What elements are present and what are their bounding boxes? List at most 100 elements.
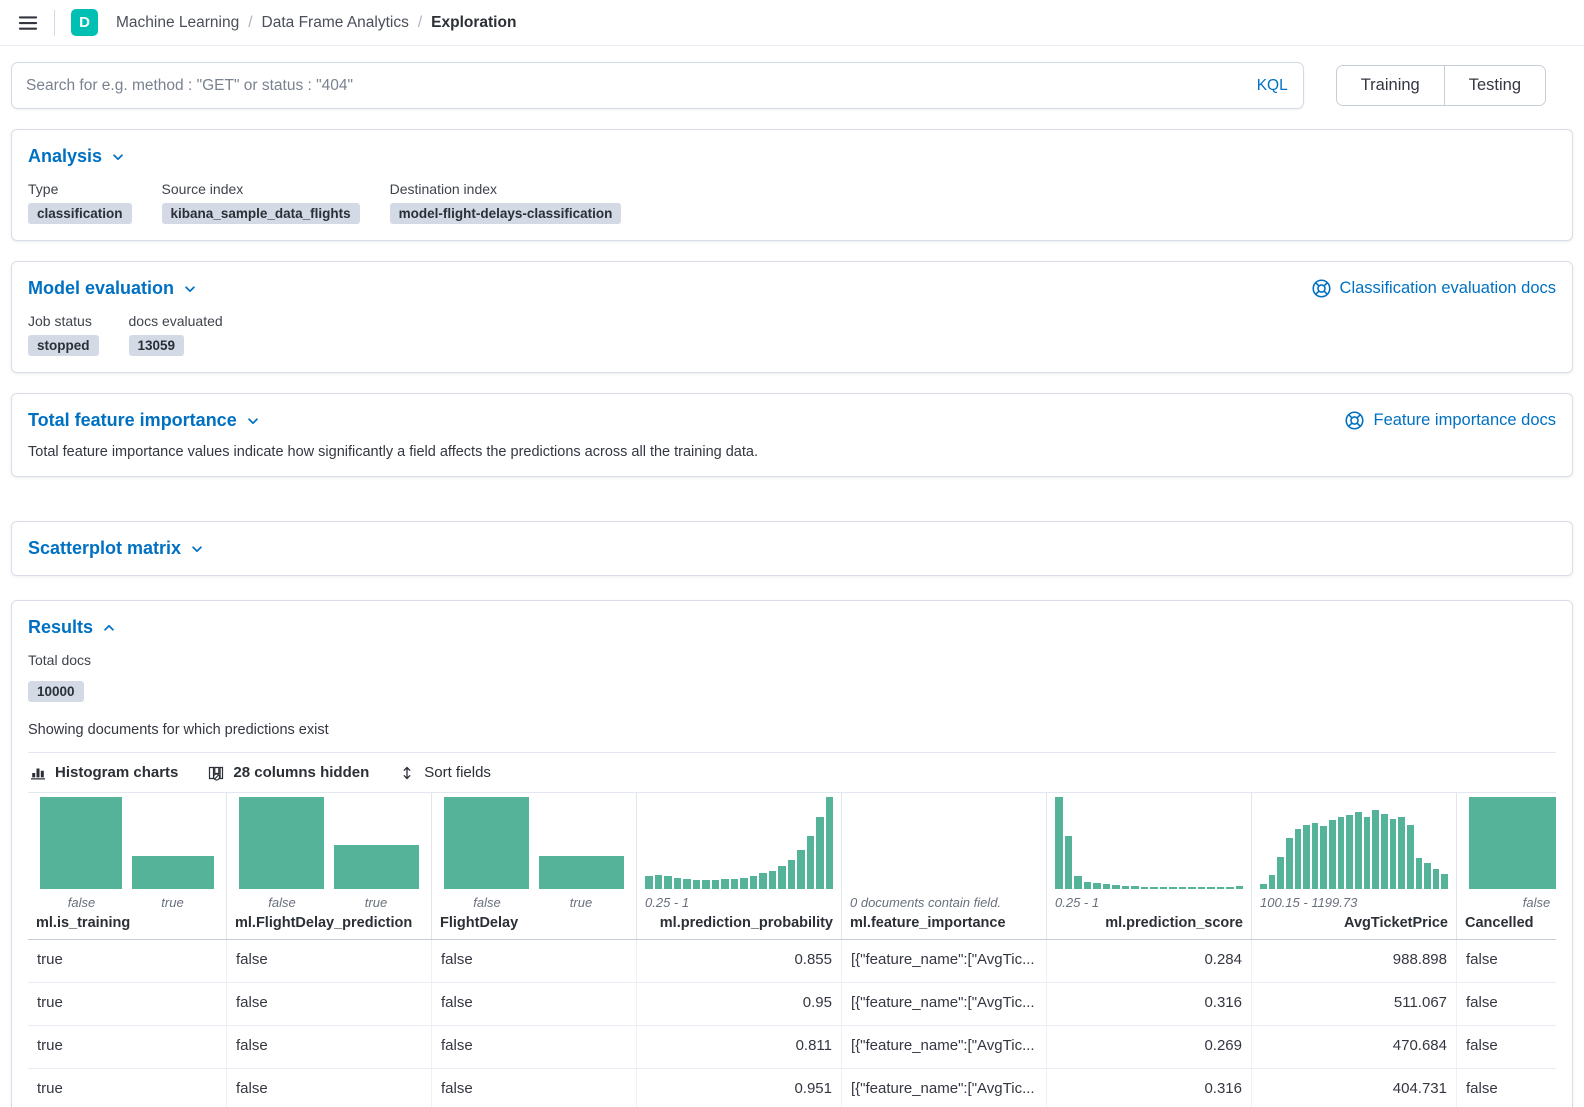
histogram-bar	[1277, 856, 1284, 889]
histogram-bar	[1329, 820, 1336, 889]
column-header-AvgTicketPrice[interactable]: 100.15 - 1199.73 AvgTicketPrice	[1252, 793, 1457, 939]
histogram-bar	[444, 797, 529, 889]
histogram-bar	[1216, 887, 1224, 889]
histogram-ml.prediction_score	[1055, 797, 1243, 889]
table-cell[interactable]: true	[28, 983, 227, 1025]
column-header-ml.prediction_probability[interactable]: 0.25 - 1 ml.prediction_probability	[637, 793, 842, 939]
histogram-labels: false true	[440, 895, 628, 912]
table-cell[interactable]: false	[1457, 1069, 1556, 1107]
table-cell[interactable]: 0.316	[1047, 1069, 1252, 1107]
histogram-bar	[787, 859, 795, 889]
table-cell[interactable]: 0.316	[1047, 983, 1252, 1025]
table-row: true false false 0.951 [{"feature_name":["Av…	[28, 1069, 1556, 1107]
sort-fields-button[interactable]: Sort fields	[399, 764, 491, 781]
table-cell[interactable]: 0.811	[637, 1026, 842, 1068]
table-cell[interactable]: 0.951	[637, 1069, 842, 1107]
histogram-category-label: false	[1522, 895, 1551, 910]
table-cell[interactable]: false	[1457, 983, 1556, 1025]
histogram-bar	[1311, 822, 1319, 889]
column-header-ml.feature_importance[interactable]: 0 documents contain field. ml.feature_imp…	[842, 793, 1047, 939]
histogram-category-label: true	[161, 895, 184, 910]
histogram-bar	[1268, 875, 1276, 889]
table-cell[interactable]: false	[227, 1069, 432, 1107]
histogram-charts-button[interactable]: Histogram charts	[30, 764, 178, 781]
histogram-bar	[1112, 885, 1120, 889]
histogram-bar	[1415, 857, 1423, 889]
table-cell[interactable]: false	[1457, 1026, 1556, 1068]
table-row: true false false 0.95 [{"feature_name":["Avg…	[28, 983, 1556, 1026]
table-cell[interactable]: 988.898	[1252, 940, 1457, 982]
breadcrumb-machine-learning[interactable]: Machine Learning	[116, 13, 240, 31]
table-cell[interactable]: true	[28, 1069, 227, 1107]
histogram-bar	[730, 878, 738, 889]
analysis-title: Analysis	[28, 146, 103, 166]
histogram-bar	[806, 835, 814, 889]
histogram-labels: 0.25 - 1	[645, 895, 690, 910]
classification-evaluation-docs-link[interactable]: Classification evaluation docs	[1311, 278, 1556, 299]
histogram-category-label: false	[473, 895, 501, 910]
testing-button[interactable]: Testing	[1443, 66, 1545, 105]
columns-hidden-button[interactable]: 28 columns hidden	[208, 764, 369, 781]
column-header-Cancelled[interactable]: false Cancelled	[1457, 793, 1556, 939]
kql-toggle[interactable]: KQL	[1256, 76, 1288, 94]
scatterplot-accordion-toggle[interactable]: Scatterplot matrix	[28, 538, 204, 559]
table-cell[interactable]: [{"feature_name":["AvgTic...	[842, 1069, 1047, 1107]
training-button[interactable]: Training	[1336, 66, 1444, 105]
table-cell[interactable]: false	[227, 983, 432, 1025]
table-cell[interactable]: false	[432, 940, 637, 982]
results-accordion-toggle[interactable]: Results	[28, 617, 116, 638]
chevron-down-icon	[113, 153, 123, 160]
histogram-labels: false	[1465, 895, 1556, 912]
table-cell[interactable]: 0.269	[1047, 1026, 1252, 1068]
column-name: Cancelled	[1465, 915, 1534, 931]
table-cell[interactable]: [{"feature_name":["AvgTic...	[842, 940, 1047, 982]
column-header-FlightDelay[interactable]: false true FlightDelay	[432, 793, 637, 939]
feature-importance-accordion-toggle[interactable]: Total feature importance	[28, 410, 260, 431]
table-cell[interactable]: 0.95	[637, 983, 842, 1025]
column-header-ml.FlightDelay_prediction[interactable]: false true ml.FlightDelay_prediction	[227, 793, 432, 939]
space-avatar[interactable]: D	[71, 9, 98, 36]
search-input[interactable]	[11, 62, 1304, 109]
training-testing-toggle: Training Testing	[1335, 65, 1546, 106]
table-cell[interactable]: [{"feature_name":["AvgTic...	[842, 1026, 1047, 1068]
hamburger-menu-icon[interactable]	[12, 7, 44, 39]
help-ring-icon	[1345, 411, 1365, 430]
column-header-ml.prediction_score[interactable]: 0.25 - 1 ml.prediction_score	[1047, 793, 1252, 939]
table-cell[interactable]: false	[227, 940, 432, 982]
table-cell[interactable]: false	[1457, 940, 1556, 982]
analysis-accordion-toggle[interactable]: Analysis	[28, 146, 125, 167]
table-cell[interactable]: true	[28, 1026, 227, 1068]
histogram-bar	[1159, 887, 1167, 889]
histogram-bar	[1303, 824, 1310, 889]
field-label: Destination index	[389, 181, 498, 197]
table-cell[interactable]: 0.855	[637, 940, 842, 982]
histogram-bar	[673, 877, 681, 889]
table-cell[interactable]: 0.284	[1047, 940, 1252, 982]
table-cell[interactable]: false	[432, 1026, 637, 1068]
column-name: ml.prediction_probability	[659, 915, 833, 931]
table-cell[interactable]: 404.731	[1252, 1069, 1457, 1107]
table-cell[interactable]: false	[432, 1069, 637, 1107]
table-cell[interactable]: 470.684	[1252, 1026, 1457, 1068]
histogram-labels: 100.15 - 1199.73	[1260, 895, 1358, 910]
model-evaluation-accordion-toggle[interactable]: Model evaluation	[28, 278, 197, 299]
histogram-bar	[1150, 887, 1158, 889]
table-cell[interactable]: false	[432, 983, 637, 1025]
table-cell[interactable]: true	[28, 940, 227, 982]
histogram-bar	[749, 876, 757, 889]
sort-icon	[403, 766, 411, 779]
column-header-ml.is_training[interactable]: false true ml.is_training	[28, 793, 227, 939]
feature-importance-docs-link[interactable]: Feature importance docs	[1344, 410, 1556, 431]
histogram-bar	[1372, 809, 1379, 889]
table-cell[interactable]: false	[227, 1026, 432, 1068]
histogram-bar	[683, 878, 691, 889]
results-data-grid: false true ml.is_training false true ml.Fligh…	[28, 793, 1556, 1107]
histogram-bar	[1055, 797, 1063, 889]
scatterplot-title: Scatterplot matrix	[28, 538, 182, 558]
histogram-bar	[1432, 868, 1440, 889]
histogram-bar	[1064, 835, 1072, 889]
table-cell[interactable]: 511.067	[1252, 983, 1457, 1025]
table-cell[interactable]: [{"feature_name":["AvgTic...	[842, 983, 1047, 1025]
breadcrumb-data-frame-analytics[interactable]: Data Frame Analytics	[261, 13, 409, 31]
histogram-bar	[1406, 824, 1414, 889]
